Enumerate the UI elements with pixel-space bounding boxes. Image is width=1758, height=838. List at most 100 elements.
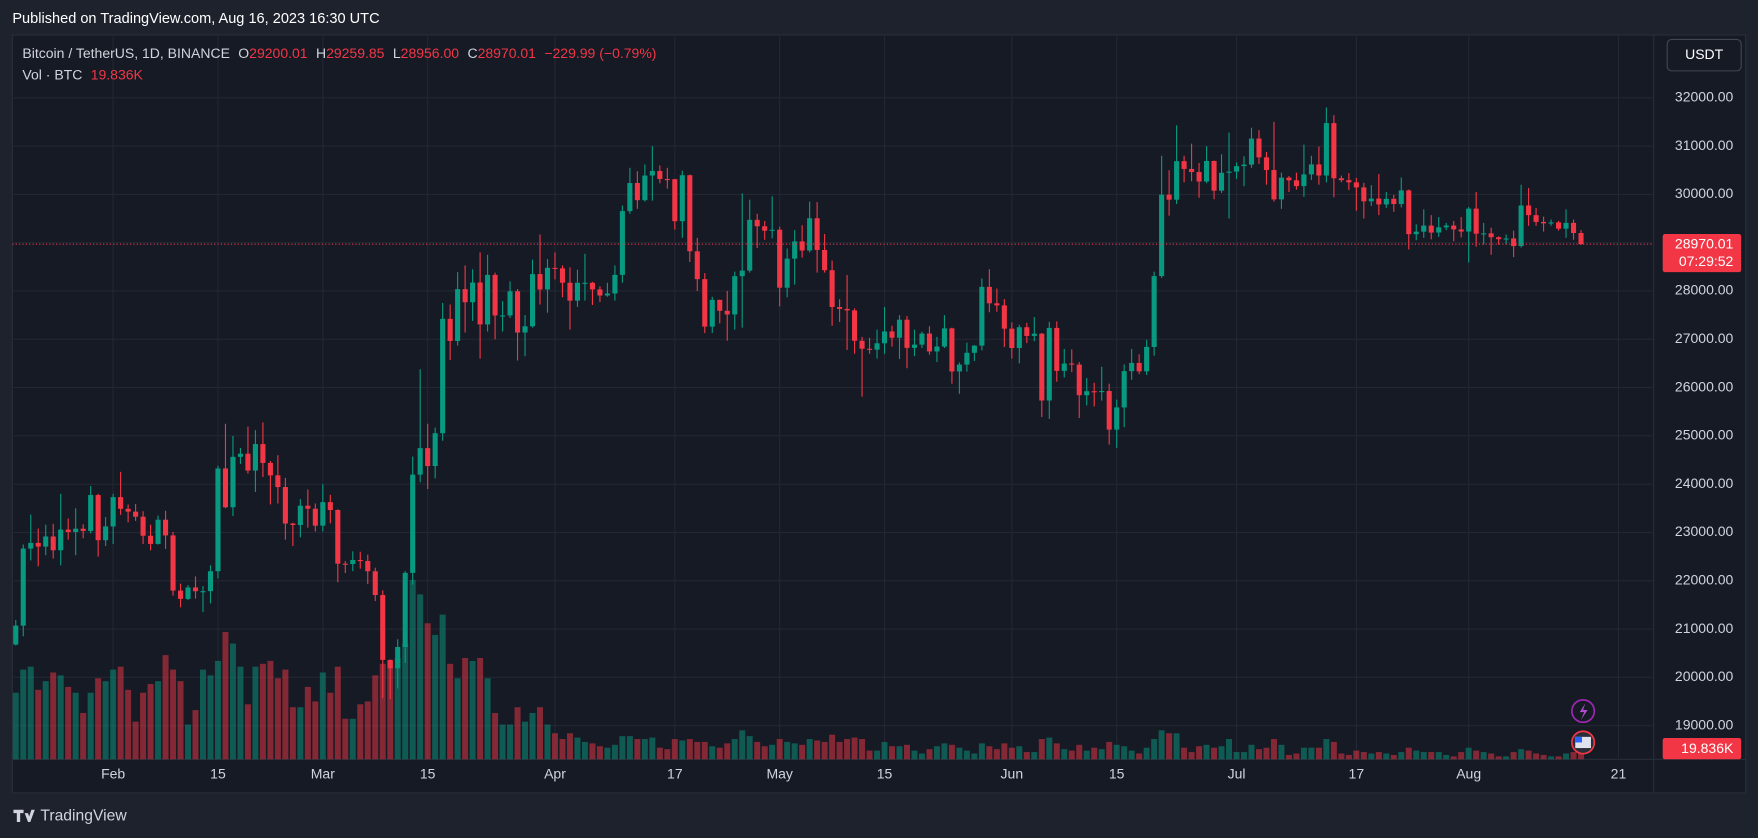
candle-body xyxy=(1383,198,1389,205)
candle-body xyxy=(1189,168,1195,173)
published-header: Published on TradingView.com, Aug 16, 20… xyxy=(12,11,379,27)
legend-line: Bitcoin / TetherUS, 1D, BINANCE O29200.0… xyxy=(22,45,656,61)
candle-body xyxy=(440,318,446,434)
candle-body xyxy=(896,319,903,338)
x-tick-label: 15 xyxy=(420,766,436,782)
volume-bar xyxy=(229,643,236,760)
candle-body xyxy=(522,326,528,333)
candle-body xyxy=(672,179,678,222)
candle-body xyxy=(230,456,236,508)
volume-bar xyxy=(334,666,341,760)
candle-body xyxy=(754,219,760,227)
candle-body xyxy=(1421,225,1427,232)
volume-bar xyxy=(267,660,274,760)
candle-body xyxy=(777,229,783,288)
candle-body xyxy=(275,475,281,488)
volume-bar xyxy=(1083,750,1090,760)
volume-bar xyxy=(656,747,663,760)
candle-body xyxy=(1218,172,1225,191)
candle-body xyxy=(327,502,333,511)
volume-bar xyxy=(1008,747,1015,760)
volume-bar xyxy=(799,744,806,760)
x-tick-label: 17 xyxy=(667,766,683,782)
candle-body xyxy=(1368,198,1374,202)
volume-bar xyxy=(1203,744,1210,760)
candle-body xyxy=(88,495,94,531)
y-tick-label: 28000.00 xyxy=(1675,282,1734,298)
candle-body xyxy=(1278,177,1284,200)
volume-bar xyxy=(866,750,873,760)
volume-bar xyxy=(65,686,72,760)
candle-body xyxy=(762,226,768,231)
volume-bar xyxy=(507,724,514,760)
candle-body xyxy=(170,535,176,591)
volume-bar xyxy=(836,741,843,760)
x-tick-label: Jul xyxy=(1228,766,1246,782)
candle-body xyxy=(792,241,798,259)
high-value: 29259.85 xyxy=(326,45,385,61)
candle-body xyxy=(125,508,131,512)
candle-body xyxy=(13,625,19,645)
volume-bar xyxy=(701,741,708,760)
volume-bar xyxy=(829,734,836,760)
volume-bar xyxy=(177,681,184,760)
candle-body xyxy=(148,535,154,544)
volume-bar xyxy=(1510,752,1517,760)
candle-body xyxy=(65,529,71,532)
candle-body xyxy=(1496,237,1502,240)
candle-body xyxy=(163,519,169,536)
volume-bar xyxy=(896,746,903,760)
candle-body xyxy=(567,282,573,301)
volume-bar xyxy=(581,741,588,760)
volume-bar xyxy=(1345,754,1352,760)
currency-label[interactable]: USDT xyxy=(1685,46,1724,62)
volume-bar xyxy=(1053,743,1060,760)
candle-body xyxy=(118,497,124,509)
candle-body xyxy=(1541,221,1547,224)
volume-bar xyxy=(529,712,536,760)
candle-body xyxy=(1129,362,1135,372)
volume-bar xyxy=(35,689,42,760)
countdown: 07:29:52 xyxy=(1679,253,1734,269)
x-tick-label: Apr xyxy=(544,766,566,782)
volume-bar xyxy=(1398,752,1405,760)
volume-bar xyxy=(1375,752,1382,760)
candle-body xyxy=(1458,229,1464,232)
volume-bar xyxy=(379,663,386,760)
lightning-icon[interactable] xyxy=(1571,699,1596,724)
volume-bar xyxy=(454,678,461,760)
volume-bar xyxy=(1570,752,1577,760)
volume-bar xyxy=(1241,752,1248,760)
volume-bar xyxy=(956,747,963,760)
y-tick-label: 31000.00 xyxy=(1675,137,1734,153)
volume-bar xyxy=(1248,744,1255,760)
volume-bar xyxy=(1465,747,1472,760)
candle-body xyxy=(829,270,835,308)
volume-bar xyxy=(1383,753,1390,760)
volume-bar xyxy=(289,707,296,760)
volume-bar xyxy=(1563,753,1570,760)
candle-body xyxy=(1226,171,1232,173)
candle-body xyxy=(320,502,326,526)
volume-bar xyxy=(200,669,206,760)
volume-bar xyxy=(589,743,596,760)
candle-body xyxy=(1361,187,1367,202)
currency-button[interactable] xyxy=(1666,38,1742,72)
volume-bar xyxy=(821,741,828,760)
candle-body xyxy=(305,505,311,509)
volume-bar xyxy=(686,739,693,760)
candle-body xyxy=(1443,225,1449,228)
candle-body xyxy=(904,319,910,348)
volume-bar xyxy=(948,744,955,760)
volume-bar xyxy=(1128,750,1135,760)
volume-bar xyxy=(1360,752,1367,760)
volume-bar xyxy=(1405,747,1412,760)
volume-bar xyxy=(1255,749,1262,760)
candle-body xyxy=(387,659,393,669)
chart-background xyxy=(11,34,1747,794)
candle-body xyxy=(1233,166,1240,172)
volume-bar xyxy=(1106,741,1113,760)
candle-body xyxy=(425,448,431,467)
x-tick-label: 15 xyxy=(1109,766,1125,782)
candle-body xyxy=(724,310,730,315)
